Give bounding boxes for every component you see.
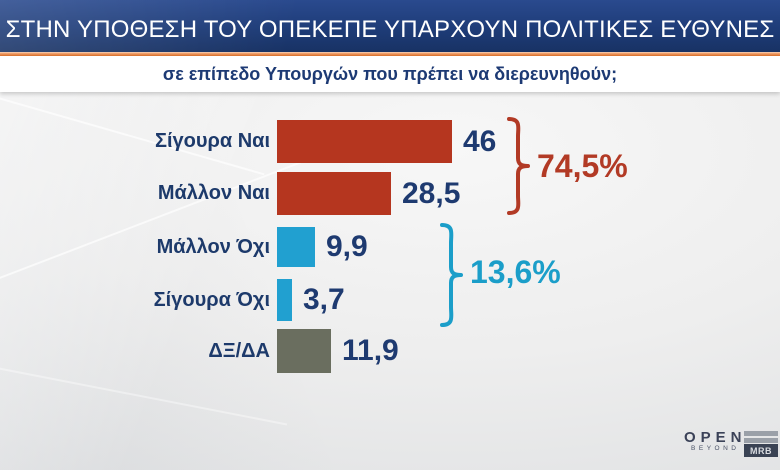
- bar: [277, 120, 452, 163]
- open-tv-logo: OPEN BEYOND: [684, 429, 747, 453]
- header-bar: ΣΤΗΝ ΥΠΟΘΕΣΗ ΤΟΥ ΟΠΕΚΕΠΕ ΥΠΑΡΧΟΥΝ ΠΟΛΙΤΙ…: [0, 0, 780, 52]
- open-beyond-text: BEYOND: [691, 445, 740, 452]
- mrb-logo: MRB: [744, 431, 778, 457]
- category-label: ΔΞ/ΔΑ: [208, 339, 270, 362]
- value-label: 9,9: [326, 230, 368, 263]
- bar: [277, 227, 315, 267]
- bar: [277, 279, 292, 321]
- bar: [277, 329, 331, 373]
- value-label: 3,7: [303, 283, 345, 316]
- bar-row: ΔΞ/ΔΑ 11,9: [0, 329, 399, 373]
- mrb-stripe: [744, 431, 778, 436]
- open-logo-text: OPEN: [684, 429, 747, 446]
- mrb-logo-text: MRB: [744, 444, 778, 457]
- group-yes-bracket: [507, 117, 530, 215]
- category-label: Σίγουρα Ναι: [154, 130, 270, 152]
- value-label: 11,9: [342, 334, 399, 367]
- group-no-bracket: [440, 223, 463, 327]
- category-label: Σίγουρα Όχι: [153, 288, 270, 311]
- mrb-stripe: [744, 438, 778, 443]
- group-yes-total: 74,5%: [537, 148, 628, 184]
- bar: [277, 172, 391, 215]
- page-title: ΣΤΗΝ ΥΠΟΘΕΣΗ ΤΟΥ ΟΠΕΚΕΠΕ ΥΠΑΡΧΟΥΝ ΠΟΛΙΤΙ…: [5, 16, 775, 43]
- group-no-total: 13,6%: [470, 254, 561, 290]
- value-label: 46: [463, 124, 497, 158]
- subtitle: σε επίπεδο Υπουργών που πρέπει να διερευ…: [162, 63, 618, 84]
- accent-rule: [0, 52, 780, 56]
- bar-row: Μάλλον Όχι 9,9: [0, 227, 368, 267]
- bar-row: Μάλλον Ναι 28,5: [0, 172, 460, 215]
- category-label: Μάλλον Όχι: [156, 235, 270, 258]
- subtitle-band: σε επίπεδο Υπουργών που πρέπει να διερευ…: [0, 56, 780, 92]
- category-label: Μάλλον Ναι: [157, 182, 270, 204]
- value-label: 28,5: [402, 176, 461, 210]
- bar-row: Σίγουρα Όχι 3,7: [0, 279, 345, 321]
- bar-row: Σίγουρα Ναι 46: [0, 120, 496, 163]
